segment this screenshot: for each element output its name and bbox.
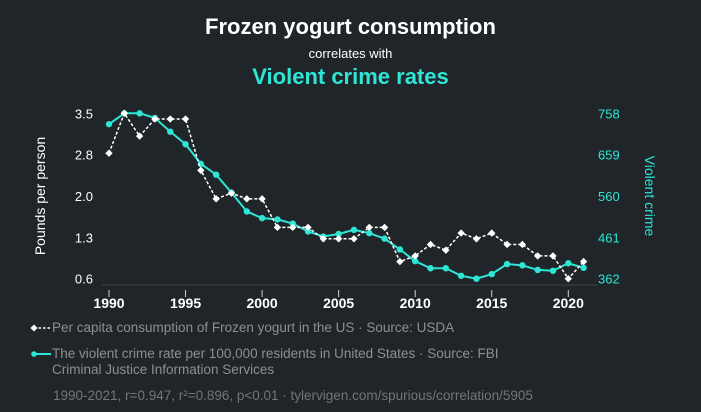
x-tick-label: 2015 — [476, 295, 507, 311]
data-point-violent-crime — [396, 246, 404, 253]
data-point-frozen-yogurt — [151, 115, 159, 123]
y-axis-right: 758 659 560 461 362 — [598, 106, 620, 286]
data-point-violent-crime — [274, 216, 281, 223]
legend-label-violent-crime: The violent crime rate per 100,000 resid… — [52, 346, 498, 378]
x-axis-ticks: 1990 1995 2000 2005 2010 2015 2020 — [93, 290, 584, 311]
data-point-frozen-yogurt — [564, 275, 572, 283]
legend-item-violent-crime: The violent crime rate per 100,000 resid… — [30, 346, 498, 378]
data-point-violent-crime — [335, 230, 342, 238]
data-point-violent-crime — [304, 228, 312, 235]
data-point-frozen-yogurt — [472, 235, 481, 243]
data-point-violent-crime — [243, 208, 250, 215]
data-point-frozen-yogurt — [334, 235, 343, 243]
data-point-violent-crime — [212, 171, 220, 178]
legend-swatch-teal-dot — [30, 346, 52, 362]
series-frozen-yogurt — [105, 109, 588, 283]
y-right-tick-label: 461 — [598, 230, 620, 245]
data-point-frozen-yogurt — [105, 149, 113, 157]
y-left-tick-label: 2.8 — [75, 148, 93, 163]
y-right-tick-label: 560 — [598, 189, 620, 204]
data-point-frozen-yogurt — [166, 115, 174, 123]
data-point-violent-crime — [457, 272, 465, 279]
y-right-tick-label: 362 — [598, 272, 620, 287]
data-point-violent-crime — [136, 110, 143, 117]
chart-title-secondary: Violent crime rates — [252, 64, 449, 89]
data-point-frozen-yogurt — [396, 257, 404, 266]
data-point-violent-crime — [427, 265, 434, 272]
data-point-frozen-yogurt — [457, 229, 465, 237]
data-point-violent-crime — [381, 235, 388, 242]
legend-label-line1: The violent crime rate per 100,000 resid… — [52, 346, 499, 361]
x-tick-label: 2010 — [400, 295, 431, 311]
data-point-violent-crime — [488, 270, 495, 278]
data-point-frozen-yogurt — [273, 223, 282, 232]
data-point-violent-crime — [473, 275, 480, 282]
data-point-frozen-yogurt — [120, 109, 128, 117]
data-point-frozen-yogurt — [518, 240, 527, 249]
data-point-violent-crime — [289, 220, 296, 227]
data-point-violent-crime — [412, 257, 419, 265]
data-point-frozen-yogurt — [426, 240, 435, 249]
data-point-violent-crime — [580, 264, 587, 272]
legend-swatch-dashed-diamond — [30, 320, 52, 336]
x-tick-label: 2020 — [553, 295, 584, 311]
series-line-violent-crime — [108, 112, 584, 280]
data-point-frozen-yogurt — [304, 223, 312, 232]
data-point-violent-crime — [182, 141, 189, 148]
y-left-tick-label: 3.5 — [75, 106, 93, 121]
data-point-violent-crime — [534, 266, 541, 274]
series-violent-crime — [105, 110, 587, 282]
data-point-violent-crime — [519, 262, 526, 269]
chart-title: Frozen yogurt consumption — [205, 14, 496, 39]
data-point-frozen-yogurt — [488, 229, 496, 237]
data-point-violent-crime — [565, 260, 572, 267]
data-point-violent-crime — [105, 120, 113, 128]
y-axis-right-label: Violent crime — [642, 156, 658, 237]
data-point-violent-crime — [366, 229, 373, 237]
data-point-frozen-yogurt — [289, 223, 297, 232]
y-right-tick-label: 758 — [598, 106, 620, 121]
data-point-violent-crime — [350, 226, 358, 234]
chart-subtitle: correlates with — [308, 46, 393, 61]
x-tick-label: 2005 — [323, 295, 354, 311]
data-point-frozen-yogurt — [579, 257, 588, 266]
data-point-frozen-yogurt — [181, 115, 190, 123]
data-point-frozen-yogurt — [243, 195, 251, 203]
data-point-violent-crime — [258, 214, 266, 222]
y-right-tick-label: 659 — [598, 148, 620, 163]
data-point-frozen-yogurt — [380, 223, 389, 232]
y-left-tick-label: 0.6 — [75, 272, 93, 287]
data-point-frozen-yogurt — [411, 252, 419, 260]
data-point-violent-crime — [442, 265, 450, 272]
data-point-frozen-yogurt — [534, 252, 542, 260]
data-point-frozen-yogurt — [258, 195, 266, 203]
data-point-frozen-yogurt — [212, 195, 220, 203]
x-tick-label: 1990 — [93, 295, 124, 311]
data-point-violent-crime — [549, 267, 557, 274]
y-left-tick-label: 2.0 — [75, 189, 93, 204]
data-point-frozen-yogurt — [227, 189, 236, 197]
data-point-frozen-yogurt — [197, 166, 205, 175]
y-axis-left-label: Pounds per person — [32, 137, 48, 255]
data-point-violent-crime — [503, 260, 511, 268]
legend-label-frozen-yogurt: Per capita consumption of Frozen yogurt … — [52, 320, 455, 335]
x-tick-label: 2000 — [247, 295, 278, 311]
series-line-frozen-yogurt — [108, 111, 585, 280]
x-tick-label: 1995 — [170, 295, 201, 311]
y-left-tick-label: 1.3 — [75, 230, 93, 245]
data-point-violent-crime — [167, 128, 174, 135]
y-axis-left: 3.5 2.8 2.0 1.3 0.6 — [75, 106, 93, 286]
legend-label-line2: Criminal Justice Information Services — [52, 362, 275, 377]
data-point-frozen-yogurt — [503, 240, 511, 249]
footer-stats: 1990-2021, r=0.947, r²=0.896, p<0.01 · t… — [53, 388, 533, 403]
data-point-frozen-yogurt — [319, 235, 328, 243]
legend-item-frozen-yogurt: Per capita consumption of Frozen yogurt … — [30, 320, 454, 336]
data-point-frozen-yogurt — [350, 235, 358, 243]
